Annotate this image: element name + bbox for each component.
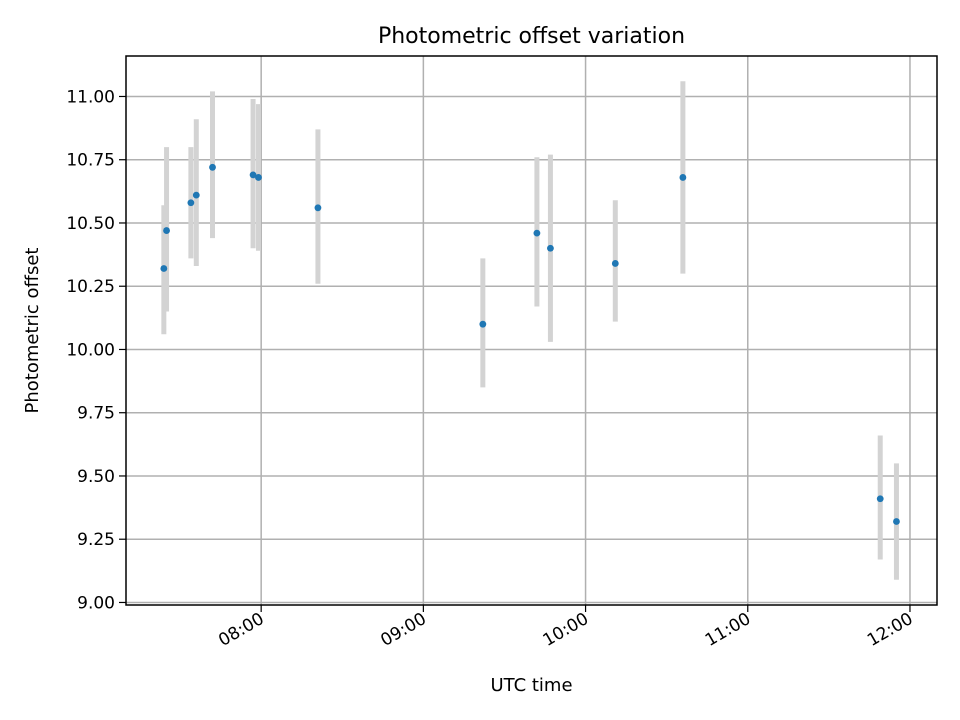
marker-layer [160, 163, 900, 525]
y-tick-label: 10.00 [66, 340, 115, 360]
data-point [209, 163, 216, 171]
x-axis-label: UTC time [490, 675, 572, 696]
data-point [192, 191, 200, 199]
data-point [547, 244, 554, 252]
data-point [255, 174, 262, 181]
plot-frame [125, 55, 938, 606]
y-axis-label: Photometric offset [22, 248, 43, 414]
y-tick-label: 9.50 [77, 467, 115, 487]
data-point [533, 229, 541, 237]
plot-area-background [126, 56, 937, 605]
y-tick-label: 9.25 [77, 530, 115, 550]
data-point [249, 171, 257, 179]
data-point [479, 320, 487, 328]
data-point [314, 204, 322, 212]
data-point [679, 174, 687, 181]
y-tick-label: 10.75 [66, 151, 115, 171]
y-axis-ticks: 9.00 9.25 9.50 9.75 10.00 10.25 10.50 10.75 11.0… [66, 87, 126, 613]
data-point [160, 265, 168, 272]
y-tick-label: 10.25 [66, 277, 115, 297]
grid-layer [126, 56, 937, 605]
data-point [876, 495, 884, 503]
chart-title: Photometric offset variation [378, 24, 685, 49]
y-tick-label: 11.00 [66, 87, 115, 107]
y-tick-label: 9.00 [77, 593, 115, 613]
data-point [893, 518, 900, 525]
data-point [187, 199, 195, 207]
y-tick-label: 10.50 [66, 214, 115, 234]
y-tick-label: 9.75 [77, 404, 115, 424]
data-point [163, 227, 170, 234]
data-point [611, 260, 619, 267]
